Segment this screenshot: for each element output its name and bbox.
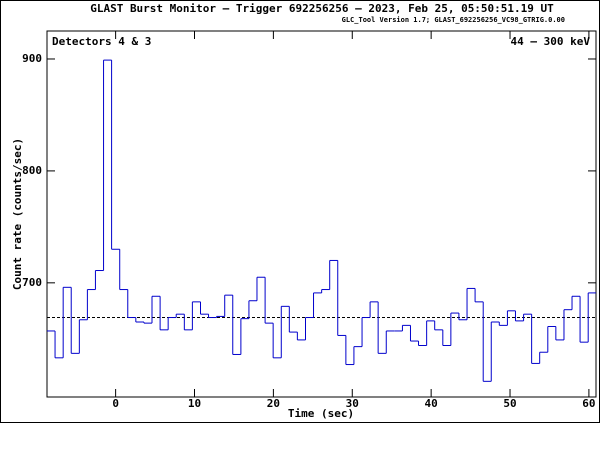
x-tick-label: 20	[267, 397, 280, 410]
x-tick-label: 0	[112, 397, 119, 410]
chart-title: GLAST Burst Monitor – Trigger 692256256 …	[90, 2, 554, 15]
annotation: Detectors 4 & 3	[52, 35, 151, 48]
y-tick-label: 800	[22, 164, 42, 177]
x-tick-label: 50	[503, 397, 516, 410]
annotation: 44 – 300 keV	[511, 35, 591, 48]
x-tick-label: 40	[425, 397, 438, 410]
plot-frame	[46, 30, 597, 398]
y-tick-label: 900	[22, 52, 42, 65]
subtitle: GLC_Tool Version 1.7; GLAST_692256256_VC…	[342, 16, 565, 24]
x-axis-label: Time (sec)	[288, 407, 354, 420]
x-tick-label: 60	[582, 397, 595, 410]
y-tick-label: 700	[22, 276, 42, 289]
x-tick-label: 30	[346, 397, 359, 410]
x-tick-label: 10	[188, 397, 201, 410]
outer-frame	[0, 0, 600, 423]
y-axis-label: Count rate (counts/sec)	[11, 138, 24, 290]
